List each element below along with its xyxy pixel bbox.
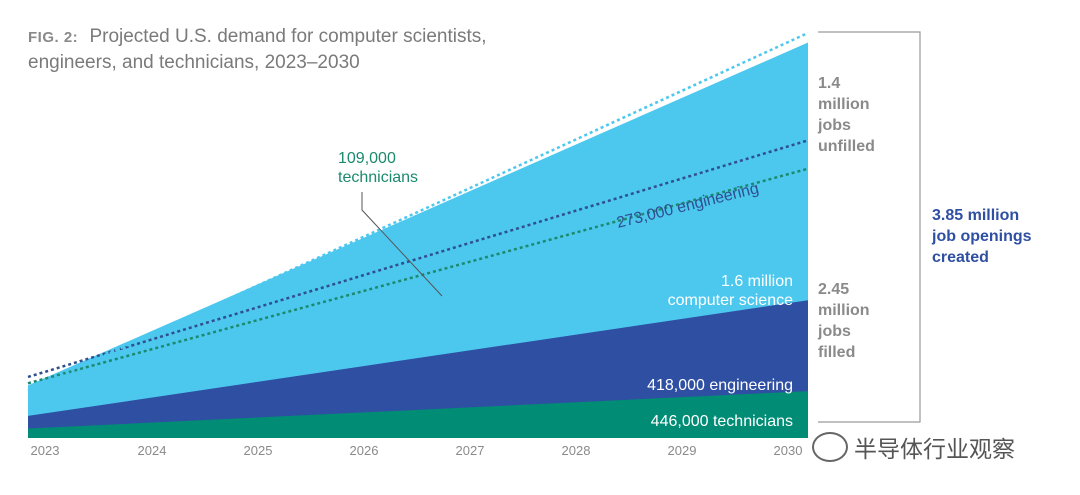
dotted-line-computer-science bbox=[27, 31, 809, 392]
bracket-unfilled-text: 1.4 bbox=[818, 75, 840, 92]
bracket-unfilled-text: million bbox=[818, 96, 870, 113]
bracket-total-text: created bbox=[932, 249, 989, 266]
watermark-text: 半导体行业观察 bbox=[854, 437, 1015, 463]
watermark: 半导体行业观察 bbox=[812, 430, 1015, 464]
bracket-total-text: 3.85 million bbox=[932, 207, 1019, 224]
x-tick-label: 2030 bbox=[774, 443, 803, 458]
x-tick-label: 2023 bbox=[31, 443, 60, 458]
x-tick-label: 2028 bbox=[562, 443, 591, 458]
bracket-total-text: job openings bbox=[931, 228, 1032, 245]
x-tick-label: 2027 bbox=[456, 443, 485, 458]
label-cs-unfilled: 1 million bbox=[729, 107, 788, 124]
figure-label: FIG. 2: bbox=[28, 29, 79, 46]
label-tech-unfilled: technicians bbox=[338, 169, 418, 186]
label-cs-filled: 1.6 million bbox=[721, 273, 793, 290]
bracket-filled-text: filled bbox=[818, 344, 855, 361]
bracket-filled-text: million bbox=[818, 302, 870, 319]
dotted-line-technicians bbox=[27, 167, 809, 385]
x-tick-label: 2029 bbox=[668, 443, 697, 458]
x-tick-label: 2026 bbox=[350, 443, 379, 458]
label-cs-filled: computer science bbox=[668, 292, 793, 309]
label-tech-unfilled: 109,000 bbox=[338, 150, 396, 167]
title-text: Projected U.S. demand for computer scien… bbox=[28, 26, 487, 73]
x-tick-label: 2025 bbox=[244, 443, 273, 458]
bracket-unfilled-text: jobs bbox=[817, 117, 851, 134]
bracket-filled-text: jobs bbox=[817, 323, 851, 340]
leader-line bbox=[361, 192, 443, 297]
wechat-icon bbox=[812, 432, 848, 462]
label-tech-filled: 446,000 technicians bbox=[651, 413, 793, 430]
total-bracket bbox=[818, 31, 921, 423]
x-tick-label: 2024 bbox=[138, 443, 167, 458]
label-cs-unfilled: computer science bbox=[663, 126, 788, 143]
chart-title: FIG. 2: Projected U.S. demand for comput… bbox=[28, 24, 548, 75]
label-eng-filled: 418,000 engineering bbox=[647, 377, 793, 394]
bracket-filled-text: 2.45 bbox=[818, 281, 849, 298]
area-technicians bbox=[28, 391, 808, 438]
dotted-line-engineering bbox=[27, 139, 809, 379]
bracket-unfilled-text: unfilled bbox=[818, 138, 875, 155]
